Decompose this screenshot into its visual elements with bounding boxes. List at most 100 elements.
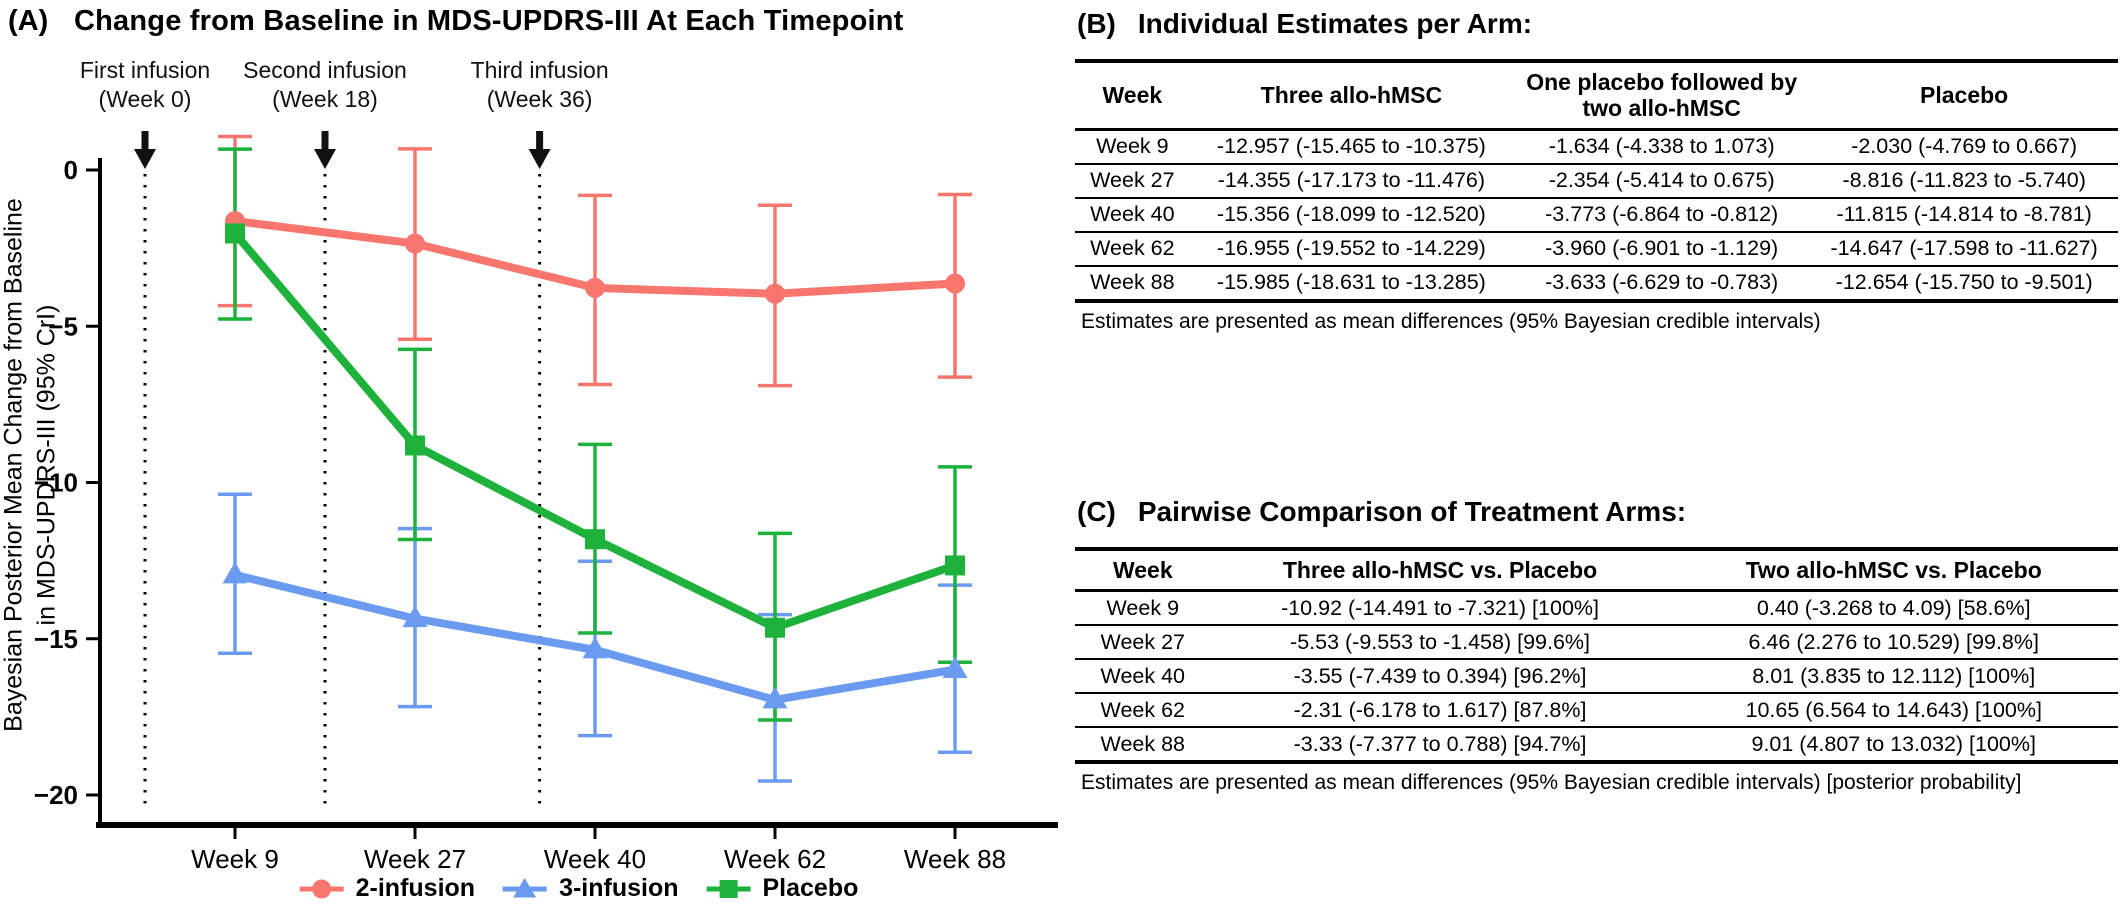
marker-3-infusion bbox=[942, 656, 968, 679]
individual-estimates-table: Week Three allo-hMSC One placebo followe… bbox=[1075, 59, 2118, 303]
x-tick-label: Week 40 bbox=[544, 844, 646, 874]
estimate-cell: -2.31 (-6.178 to 1.617) [87.8%] bbox=[1210, 692, 1670, 728]
column-header: Two allo-hMSC vs. Placebo bbox=[1669, 549, 2118, 593]
estimate-cell: -3.55 (-7.439 to 0.394) [96.2%] bbox=[1210, 658, 1670, 694]
week-cell: Week 62 bbox=[1075, 692, 1211, 728]
estimate-cell: -3.960 (-6.901 to -1.129) bbox=[1513, 230, 1811, 266]
infusion-annotation-1: First infusion (Week 0) bbox=[80, 56, 210, 114]
legend-marker bbox=[719, 879, 738, 898]
marker-Placebo bbox=[585, 529, 605, 550]
estimate-cell: -15.356 (-18.099 to -12.520) bbox=[1189, 196, 1514, 232]
y-tick-label: −10 bbox=[34, 468, 78, 498]
panel-c-label: (C) bbox=[1077, 496, 1116, 527]
y-tick-label: −5 bbox=[48, 311, 78, 341]
estimate-cell: -3.773 (-6.864 to -0.812) bbox=[1513, 196, 1811, 232]
estimate-cell: -15.985 (-18.631 to -13.285) bbox=[1189, 264, 1514, 301]
panel-a-title: Change from Baseline in MDS-UPDRS-III At… bbox=[74, 5, 904, 37]
estimate-cell: -1.634 (-4.338 to 1.073) bbox=[1548, 134, 1775, 159]
annotation-sublabel: (Week 36) bbox=[486, 85, 593, 112]
panel-c: (C) Pairwise Comparison of Treatment Arm… bbox=[1075, 488, 2125, 795]
column-header: Week bbox=[1075, 549, 1211, 593]
chart-svg: 0 −5 −10 −15 −20 Week 9 Week 27 Week 40 Week 62 W… bbox=[34, 131, 1058, 874]
marker-2-infusion bbox=[585, 277, 605, 298]
legend-circle-icon bbox=[299, 879, 344, 898]
y-tick-label: 0 bbox=[64, 155, 78, 185]
legend-item-2-infusion: 2-infusion bbox=[298, 874, 475, 903]
y-tick-label: −15 bbox=[34, 624, 78, 654]
estimate-cell: -3.633 (-6.629 to -0.783) bbox=[1513, 264, 1811, 301]
week-cell: Week 88 bbox=[1075, 726, 1211, 763]
estimate-cell: -14.355 (-17.173 to -11.476) bbox=[1189, 162, 1514, 198]
annotation-label: Second infusion bbox=[243, 57, 407, 83]
estimate-cell: -5.53 (-9.553 to -1.458) [99.6%] bbox=[1210, 624, 1670, 660]
panel-b-footnote: Estimates are presented as mean differen… bbox=[1081, 309, 1821, 333]
down-arrow-icon bbox=[528, 149, 551, 169]
marker-2-infusion bbox=[405, 233, 425, 254]
marker-Placebo bbox=[765, 617, 785, 638]
legend-item-3-infusion: 3-infusion bbox=[501, 874, 679, 903]
table-row: Week 9 -12.957 (-15.465 to -10.375) -1.634… bbox=[1075, 129, 2118, 164]
estimate-cell: -14.647 (-17.598 to -11.627) bbox=[1810, 230, 2118, 266]
estimate-cell: -3.33 (-7.377 to 0.788) [94.7%] bbox=[1210, 726, 1670, 763]
table-row: Week 62 -16.955 (-19.552 to -14.229) -3.96… bbox=[1075, 230, 2118, 266]
table-row: Week 88 -3.33 (-7.377 to 0.788) [94.7%] 9.… bbox=[1075, 726, 2118, 763]
panel-b-heading: (B) Individual Estimates per Arm: bbox=[1075, 0, 2125, 40]
estimate-cell: 0.40 (-3.268 to 4.09) [58.6%] bbox=[1756, 595, 2031, 620]
estimate-cell: 8.01 (3.835 to 12.112) [100%] bbox=[1669, 658, 2118, 694]
down-arrow-icon bbox=[314, 149, 336, 169]
legend-item-Placebo: Placebo bbox=[705, 874, 858, 903]
marker-3-infusion bbox=[402, 605, 428, 628]
annotation-label: Third infusion bbox=[470, 57, 609, 83]
panel-b: (B) Individual Estimates per Arm: Week T… bbox=[1075, 0, 2125, 334]
week-cell: Week 9 bbox=[1106, 595, 1180, 620]
table-row: Week 9 -10.92 (-14.491 to -7.321) [100%] 0… bbox=[1075, 591, 2118, 626]
estimate-cell: -16.955 (-19.552 to -14.229) bbox=[1189, 230, 1514, 266]
panel-c-heading: (C) Pairwise Comparison of Treatment Arm… bbox=[1075, 488, 2125, 528]
panel-b-title: Individual Estimates per Arm: bbox=[1137, 8, 1533, 39]
panel-c-footnote: Estimates are presented as mean differen… bbox=[1081, 771, 2022, 795]
table-row: Week 27 -5.53 (-9.553 to -1.458) [99.6%] 6… bbox=[1075, 624, 2118, 660]
week-cell: Week 27 bbox=[1075, 624, 1211, 660]
x-tick-label: Week 88 bbox=[904, 844, 1006, 874]
marker-Placebo bbox=[225, 223, 245, 244]
table-row: Week 40 -15.356 (-18.099 to -12.520) -3.77… bbox=[1075, 196, 2118, 232]
annotation-sublabel: (Week 0) bbox=[98, 85, 192, 112]
estimate-cell: -8.816 (-11.823 to -5.740) bbox=[1810, 162, 2118, 198]
week-cell: Week 88 bbox=[1075, 264, 1190, 301]
legend-label: 3-infusion bbox=[559, 874, 679, 902]
infusion-annotations: First infusion (Week 0) Second infusion (We… bbox=[0, 56, 1075, 136]
estimate-cell: 6.46 (2.276 to 10.529) [99.8%] bbox=[1669, 624, 2118, 660]
estimate-cell: -12.654 (-15.750 to -9.501) bbox=[1810, 264, 2118, 301]
table-row: Week 62 -2.31 (-6.178 to 1.617) [87.8%] 10… bbox=[1075, 692, 2118, 728]
column-header: Three allo-hMSC bbox=[1189, 61, 1514, 131]
column-header: Placebo bbox=[1810, 61, 2118, 131]
table-header-row: Week Three allo-hMSC vs. Placebo Two all… bbox=[1075, 549, 2118, 593]
legend-label: 2-infusion bbox=[355, 874, 476, 902]
x-tick-label: Week 62 bbox=[724, 844, 826, 874]
week-cell: Week 9 bbox=[1096, 134, 1169, 159]
legend-marker bbox=[513, 877, 537, 897]
marker-Placebo bbox=[405, 435, 425, 456]
annotation-sublabel: (Week 18) bbox=[272, 85, 378, 112]
marker-2-infusion bbox=[945, 273, 965, 294]
table-row: Week 27 -14.355 (-17.173 to -11.476) -2.35… bbox=[1075, 162, 2118, 198]
column-header: Three allo-hMSC vs. Placebo bbox=[1210, 549, 1670, 593]
estimate-cell: -2.354 (-5.414 to 0.675) bbox=[1513, 162, 1811, 198]
week-cell: Week 62 bbox=[1075, 230, 1190, 266]
panel-a-label: (A) bbox=[8, 5, 49, 37]
column-header: One placebo followed by two allo-hMSC bbox=[1513, 61, 1811, 131]
estimate-cell: -12.957 (-15.465 to -10.375) bbox=[1216, 134, 1486, 159]
table-header-row: Week Three allo-hMSC One placebo followe… bbox=[1075, 61, 2118, 131]
legend-triangle-icon bbox=[503, 877, 548, 897]
chart-legend: 2-infusion 3-infusion Placebo bbox=[298, 874, 858, 903]
week-cell: Week 40 bbox=[1075, 658, 1211, 694]
annotation-label: First infusion bbox=[79, 57, 211, 83]
estimate-cell: 10.65 (6.564 to 14.643) [100%] bbox=[1669, 692, 2118, 728]
week-cell: Week 27 bbox=[1075, 162, 1190, 198]
panel-a: (A) Change from Baseline in MDS-UPDRS-II… bbox=[0, 5, 1075, 903]
estimate-cell: 9.01 (4.807 to 13.032) [100%] bbox=[1669, 726, 2118, 763]
estimate-cell: -2.030 (-4.769 to 0.667) bbox=[1851, 134, 2078, 159]
infusion-annotation-3: Third infusion (Week 36) bbox=[471, 56, 609, 114]
marker-3-infusion bbox=[762, 686, 788, 709]
